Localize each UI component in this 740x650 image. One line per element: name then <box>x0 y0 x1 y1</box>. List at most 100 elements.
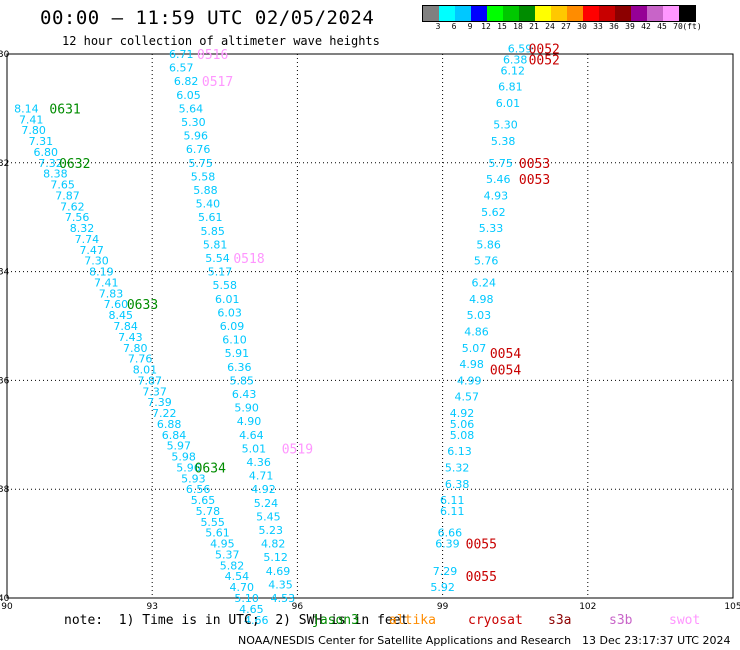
wave-height-value: 6.01 <box>496 97 521 110</box>
wave-height-value: 5.96 <box>176 461 201 474</box>
wave-height-value: 6.39 <box>435 538 460 551</box>
grid <box>7 54 733 598</box>
y-tick-label: -34 <box>0 268 10 278</box>
wave-height-value: 5.76 <box>474 255 499 268</box>
pass-time-label: 0517 <box>202 75 233 90</box>
x-tick-label: 105 <box>724 602 740 612</box>
wave-height-value: 5.38 <box>491 135 516 148</box>
wave-height-value: 4.99 <box>457 374 482 387</box>
wave-height-value: 7.60 <box>104 298 129 311</box>
colorbar-label: 12 <box>481 22 491 31</box>
wave-height-value: 6.01 <box>215 293 240 306</box>
wave-height-value: 4.71 <box>249 470 274 483</box>
wave-height-value: 5.62 <box>481 206 506 219</box>
colorbar-label: 42 <box>641 22 651 31</box>
wave-height-value: 6.05 <box>176 89 201 102</box>
wave-height-value: 5.30 <box>493 119 518 132</box>
wave-height-value: 4.98 <box>459 358 484 371</box>
wave-height-value: 6.38 <box>445 478 470 491</box>
wave-height-value: 6.57 <box>169 62 194 75</box>
wave-height-value: 5.23 <box>259 524 284 537</box>
wave-height-value: 6.10 <box>222 334 247 347</box>
wave-height-value: 5.55 <box>200 516 225 529</box>
pass-time-label: 0633 <box>127 298 158 313</box>
wave-height-value: 5.65 <box>191 494 216 507</box>
colorbar-swatch <box>567 6 583 21</box>
colorbar-swatch <box>631 6 647 21</box>
credit-text: NOAA/NESDIS Center for Satellite Applica… <box>238 634 572 647</box>
wave-height-value: 5.78 <box>196 505 221 518</box>
colorbar-labels: 3 6 9 12 15 18 21 24 27 30 33 36 39 42 45 70 (ft) <box>422 22 732 34</box>
colorbar-label: 21 <box>529 22 539 31</box>
wave-height-value: 8.19 <box>89 266 114 279</box>
y-tick-label: -38 <box>0 485 10 495</box>
wave-height-value: 4.53 <box>271 592 296 605</box>
y-tick-label: -30 <box>0 50 10 60</box>
wave-height-value: 5.12 <box>263 551 288 564</box>
wave-height-value: 5.32 <box>445 461 470 474</box>
pass-time-label: 0052 <box>529 53 560 68</box>
wave-height-value: 5.17 <box>208 266 233 279</box>
wave-height-value: 5.75 <box>488 157 513 170</box>
legend-item-swot: swot <box>669 613 701 628</box>
wave-height-value: 8.32 <box>70 222 95 235</box>
pass-time-label: 0519 <box>282 442 313 457</box>
wave-height-value: 4.65 <box>239 603 264 616</box>
wave-height-value: 5.61 <box>205 527 230 540</box>
wave-height-value: 7.37 <box>142 385 167 398</box>
wave-height-value: 6.13 <box>447 445 472 458</box>
wave-height-value: 5.86 <box>476 238 501 251</box>
colorbar-swatch <box>471 6 487 21</box>
y-tick-label: -36 <box>0 376 10 386</box>
tick-labels: 90 93 96 99 102 105 -30 -32 -34 -36 -38 -40 <box>0 50 740 612</box>
wave-height-value: 5.90 <box>234 402 259 415</box>
wave-height-value: 4.98 <box>469 293 494 306</box>
wave-height-value: 6.88 <box>157 418 182 431</box>
pass-time-label: 0055 <box>466 538 497 553</box>
wave-height-value: 7.47 <box>79 244 104 257</box>
wave-height-value: 7.76 <box>128 353 153 366</box>
wave-height-value: 4.86 <box>464 325 489 338</box>
pass-time-label: 0055 <box>466 570 497 585</box>
wave-height-value: 5.03 <box>467 309 492 322</box>
colorbar-swatch <box>423 6 439 21</box>
wave-height-value: 4.66 <box>244 614 269 627</box>
wave-height-value: 5.37 <box>215 548 240 561</box>
wave-height-value: 7.31 <box>29 135 54 148</box>
colorbar-swatch <box>615 6 631 21</box>
colorbar-swatch <box>599 6 615 21</box>
wave-height-value: 5.97 <box>167 440 192 453</box>
wave-height-value: 5.07 <box>462 342 487 355</box>
wave-height-value: 4.54 <box>225 570 250 583</box>
colorbar-label: 39 <box>625 22 635 31</box>
wave-height-value: 7.83 <box>99 287 124 300</box>
colorbar-swatch <box>663 6 679 21</box>
wave-height-value: 6.80 <box>33 146 58 159</box>
x-tick-label: 102 <box>579 602 596 612</box>
wave-height-value: 7.84 <box>113 320 138 333</box>
pass-time-label: 0053 <box>519 173 550 188</box>
pass-time-label: 0054 <box>490 347 521 362</box>
pass-time-label: 0518 <box>233 252 264 267</box>
wave-height-value: 7.43 <box>118 331 143 344</box>
wave-height-value: 4.35 <box>268 578 293 591</box>
colorbar-swatch <box>679 6 695 21</box>
colorbar-label: 6 <box>451 22 457 31</box>
wave-height-value: 4.36 <box>246 456 271 469</box>
wave-height-value: 5.82 <box>220 559 245 572</box>
wave-height-value: 5.98 <box>171 451 196 464</box>
wave-height-value: 5.30 <box>181 116 206 129</box>
wave-height-value: 4.64 <box>239 429 264 442</box>
wave-height-value: 7.30 <box>84 255 109 268</box>
wave-height-value: 5.75 <box>188 157 213 170</box>
wave-height-value: 6.81 <box>498 81 523 94</box>
wave-height-value: 7.29 <box>433 565 458 578</box>
wave-height-value: 6.12 <box>501 64 526 77</box>
wave-height-value: 7.87 <box>55 189 80 202</box>
colorbar-swatch <box>583 6 599 21</box>
pass-time-label: 0516 <box>197 48 228 63</box>
wave-height-value: 5.46 <box>486 173 511 186</box>
colorbar-label: 45 <box>657 22 667 31</box>
wave-height-value: 6.11 <box>440 505 465 518</box>
